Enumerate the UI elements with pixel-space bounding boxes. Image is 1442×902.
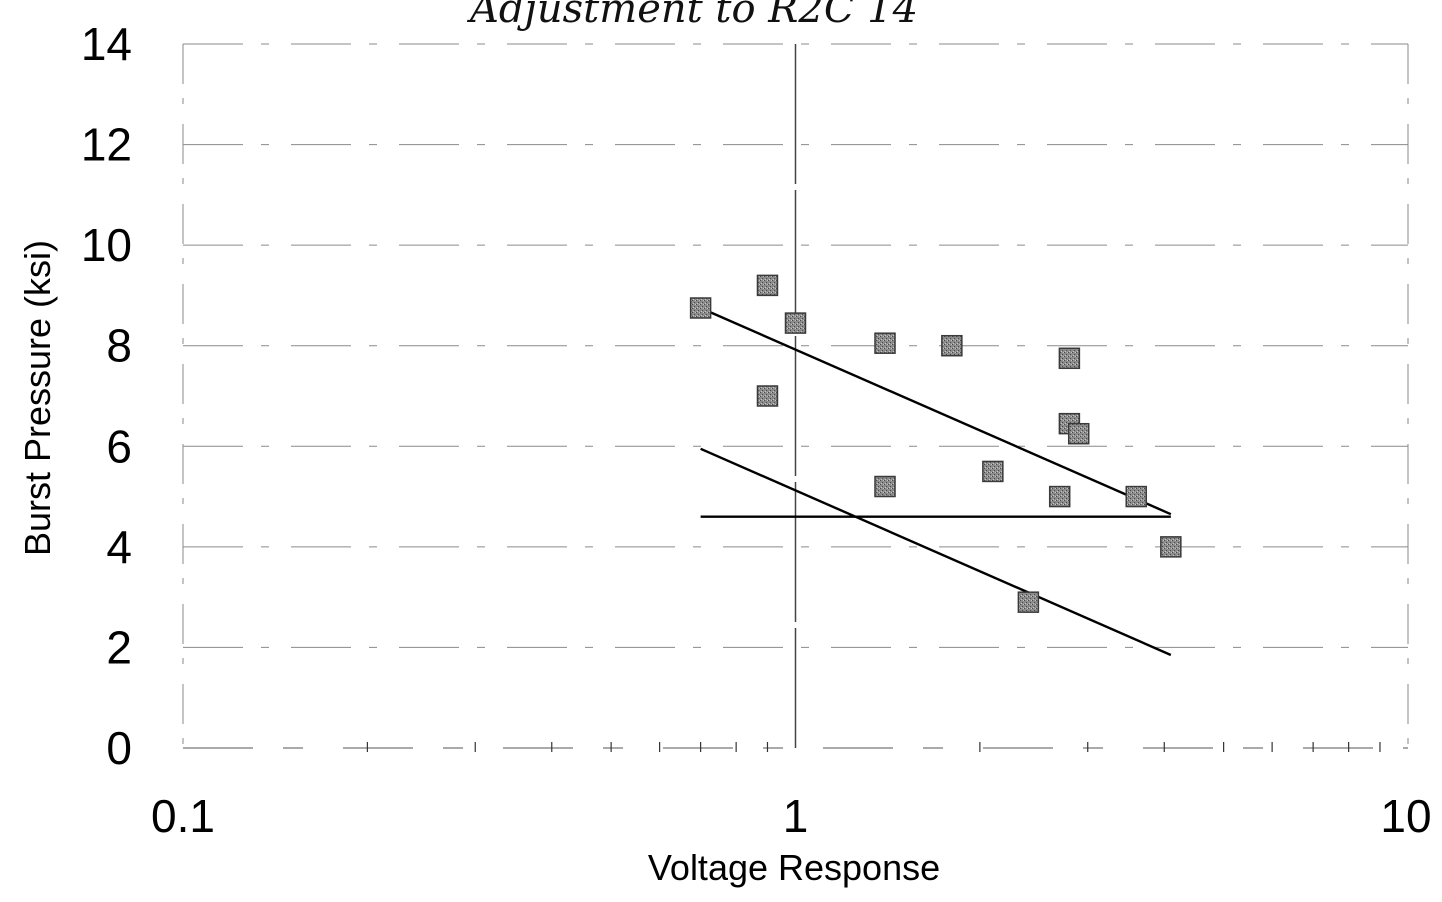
y-tick-label: 4 [106, 521, 132, 573]
y-tick-label: 0 [106, 722, 132, 774]
data-point [756, 274, 779, 297]
data-point [689, 297, 712, 319]
y-tick-label: 8 [106, 320, 132, 372]
data-points [689, 274, 1182, 613]
data-point [1125, 485, 1147, 508]
fit-line [700, 306, 1172, 516]
data-point [756, 385, 779, 407]
fit-line [700, 447, 1172, 657]
y-tick-label: 2 [106, 621, 132, 673]
data-point [874, 475, 896, 498]
data-point [1017, 591, 1040, 613]
data-point [1048, 485, 1071, 508]
grid [182, 43, 1409, 749]
y-tick-label: 10 [81, 219, 132, 271]
x-minor-ticks [366, 742, 1381, 752]
x-tick-label: 1 [783, 790, 809, 842]
data-point [941, 334, 963, 357]
x-tick-labels: 0.1 1 10 [151, 790, 1432, 842]
x-tick-label: 0.1 [151, 790, 215, 842]
y-tick-labels: 0 2 4 6 8 10 12 14 [81, 18, 132, 774]
data-point [874, 332, 896, 354]
y-axis-label: Burst Pressure (ksi) [17, 240, 58, 556]
data-point [1067, 422, 1090, 445]
chart-title: Adjustment to R2C 14 [466, 0, 918, 32]
data-point [784, 312, 807, 334]
data-point [982, 460, 1004, 483]
y-tick-label: 14 [81, 18, 132, 70]
x-axis-label: Voltage Response [648, 847, 940, 888]
x-tick-label: 10 [1380, 790, 1431, 842]
y-tick-label: 12 [81, 119, 132, 171]
y-tick-label: 6 [106, 420, 132, 472]
fit-lines [700, 306, 1172, 657]
data-point [1160, 536, 1182, 558]
data-point [1058, 347, 1081, 370]
